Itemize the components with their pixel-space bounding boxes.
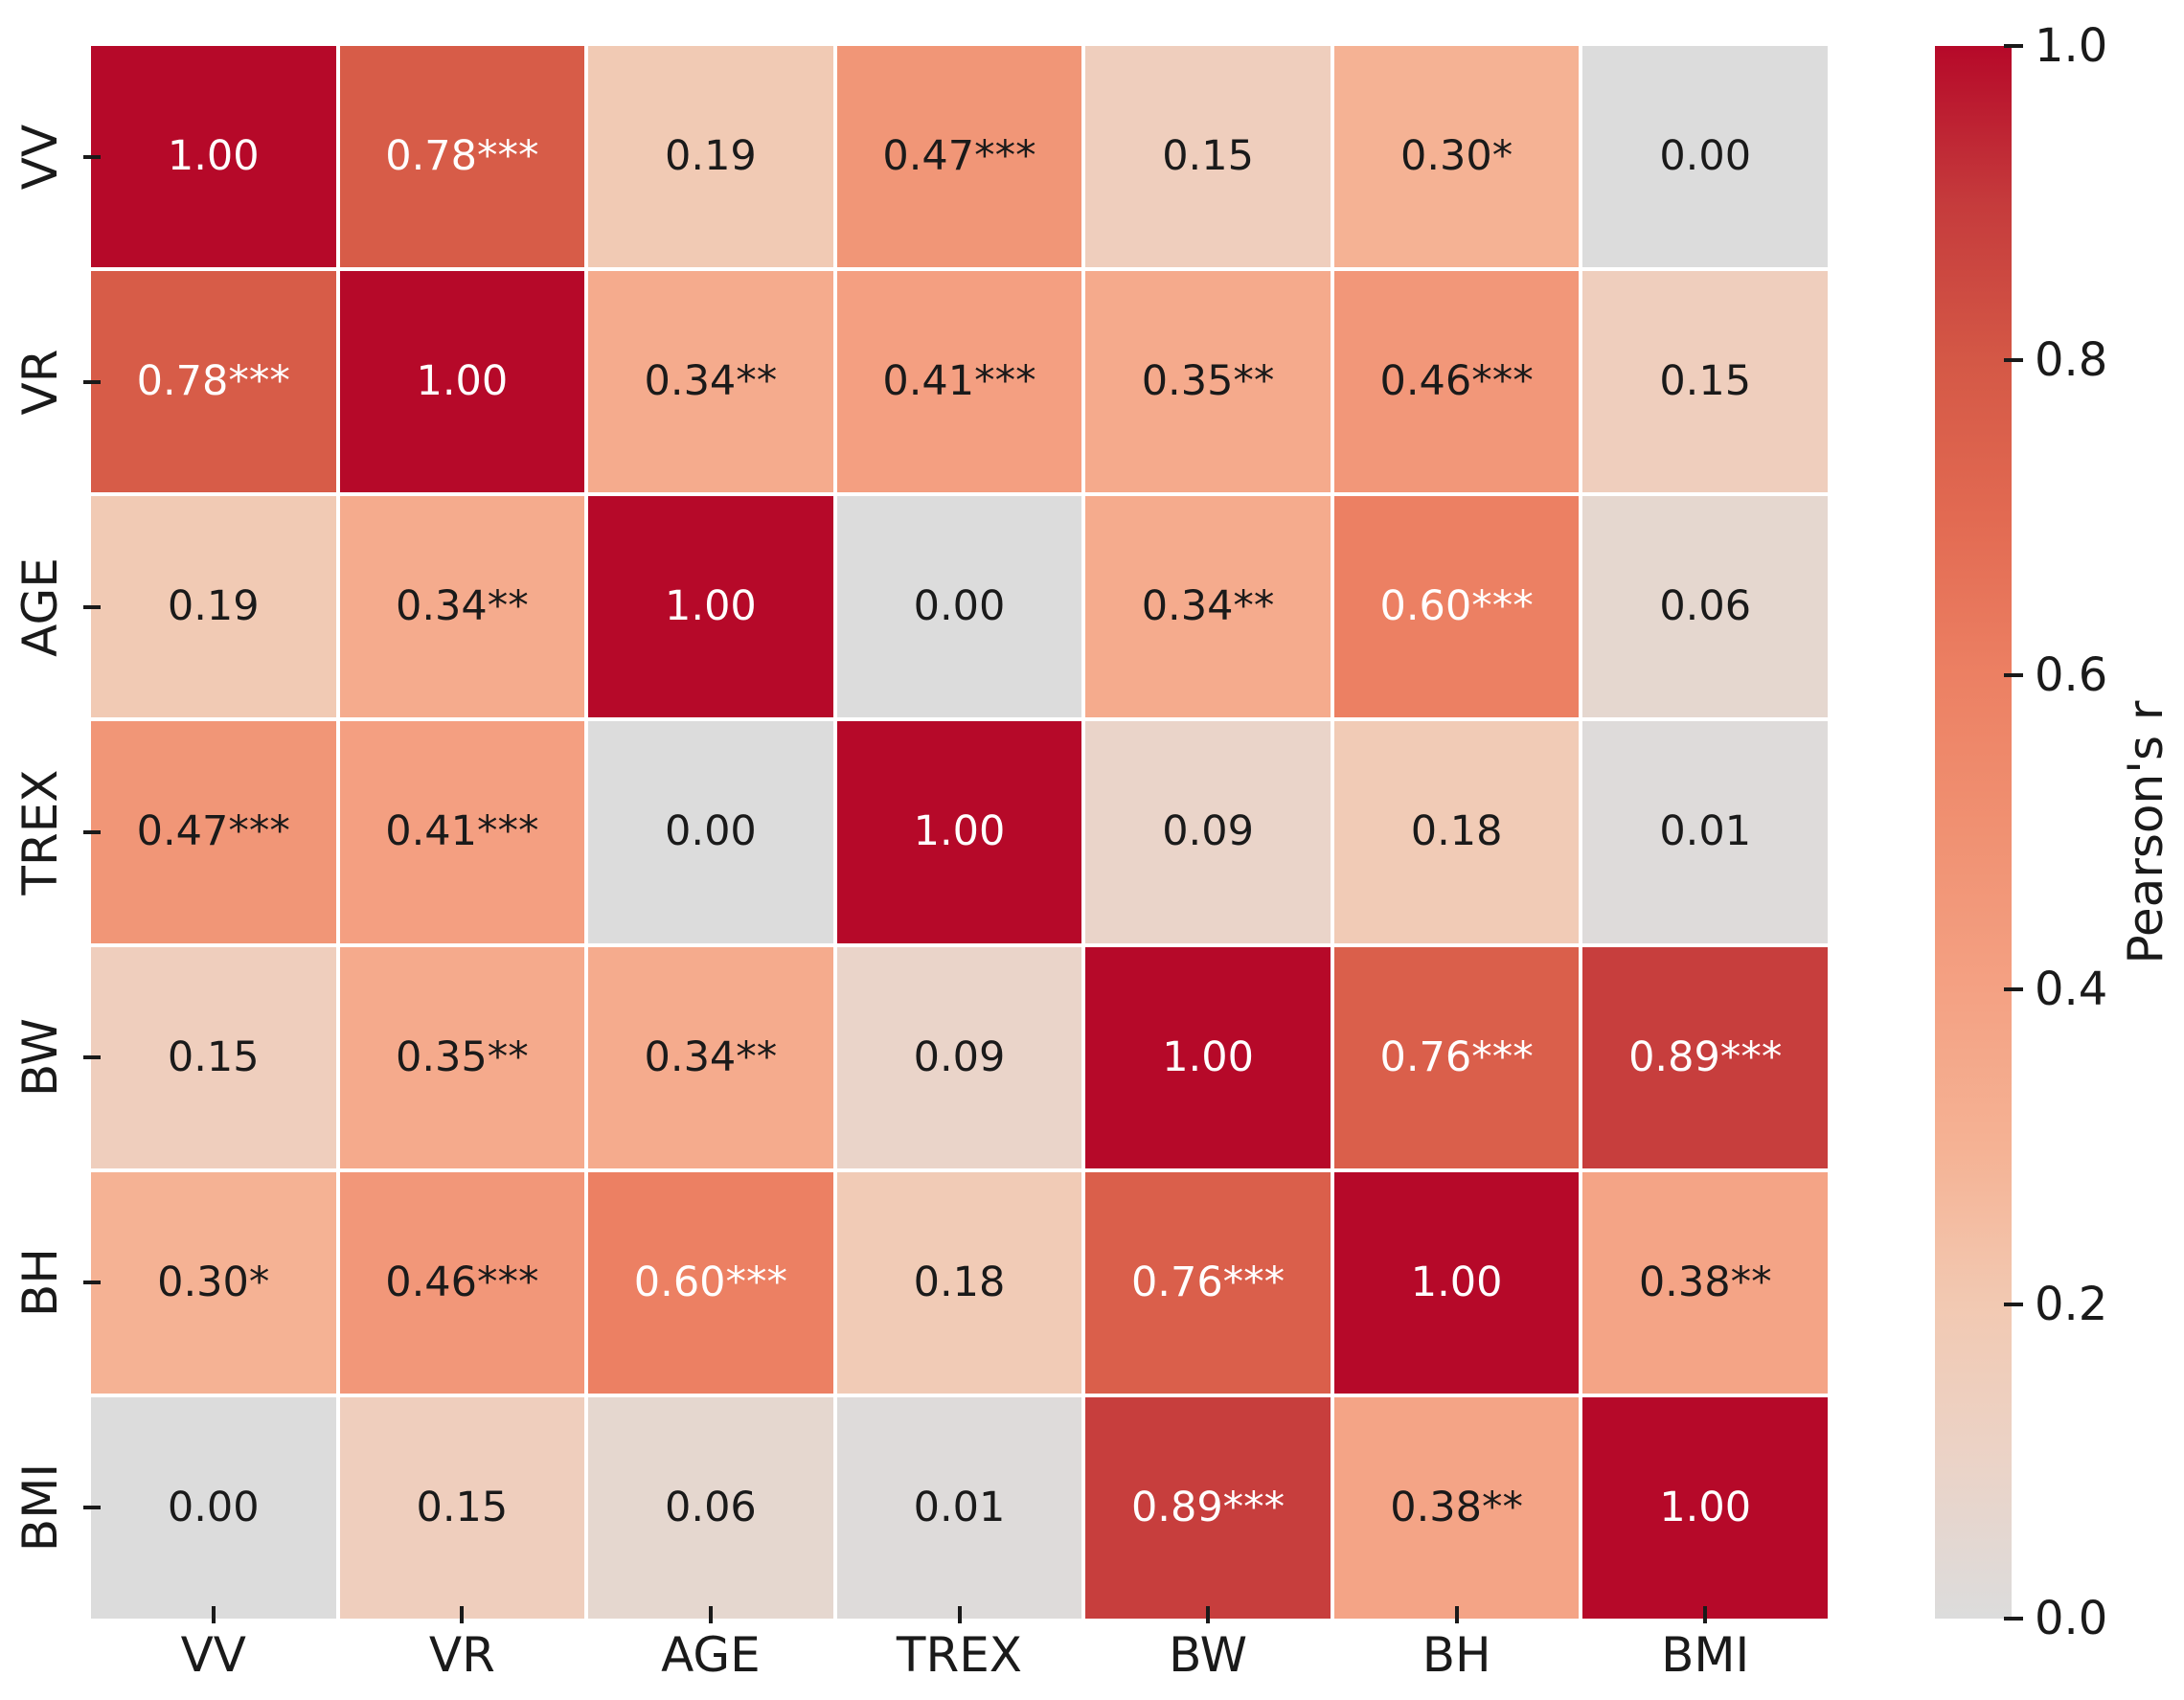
colorbar-tick-label-0.0: 0.0	[2035, 1592, 2108, 1645]
heatmap-cell-TREX-VR: 0.41***	[339, 721, 585, 943]
y-tick-label-AGE: AGE	[12, 557, 68, 657]
heatmap-cell-VR-BH: 0.46***	[1333, 271, 1580, 493]
y-tick-mark	[83, 379, 101, 384]
colorbar-tick-label-0.6: 0.6	[2035, 647, 2108, 702]
y-tick-mark	[83, 830, 101, 834]
y-tick-label-BH: BH	[12, 1248, 68, 1318]
x-tick-mark	[211, 1606, 216, 1623]
heatmap-cell-BW-VR: 0.35**	[339, 946, 585, 1168]
heatmap-cell-BMI-AGE: 0.06	[588, 1396, 833, 1619]
x-tick-label-AGE: AGE	[661, 1627, 761, 1683]
colorbar-tick-mark	[2004, 672, 2023, 677]
heatmap-cell-BW-BMI: 0.89***	[1582, 946, 1828, 1168]
heatmap-cell-AGE-VR: 0.34**	[339, 496, 585, 718]
colorbar-gradient	[1935, 46, 2012, 1619]
heatmap-cell-BW-TREX: 0.09	[836, 946, 1082, 1168]
x-tick-label-BH: BH	[1422, 1627, 1491, 1683]
heatmap-cell-VV-AGE: 0.19	[588, 46, 833, 268]
heatmap-cell-BW-AGE: 0.34**	[588, 946, 833, 1168]
heatmap-cell-VR-TREX: 0.41***	[836, 271, 1082, 493]
y-tick-mark	[83, 1055, 101, 1060]
heatmap-cell-VV-BH: 0.30*	[1333, 46, 1580, 268]
x-tick-mark	[460, 1606, 465, 1623]
heatmap-cell-BW-VV: 0.15	[91, 946, 336, 1168]
heatmap-cell-BMI-BW: 0.89***	[1085, 1396, 1331, 1619]
colorbar-tick-label-0.2: 0.2	[2035, 1277, 2108, 1331]
heatmap-cell-AGE-BMI: 0.06	[1582, 496, 1828, 718]
heatmap-cell-BH-VR: 0.46***	[339, 1171, 585, 1394]
heatmap-cell-BMI-BH: 0.38**	[1333, 1396, 1580, 1619]
heatmap-cell-TREX-BW: 0.09	[1085, 721, 1331, 943]
colorbar-tick-label-1.0: 1.0	[2035, 19, 2108, 73]
y-tick-mark	[83, 1506, 101, 1510]
x-tick-mark	[957, 1606, 962, 1623]
colorbar-tick-mark	[2004, 1617, 2023, 1621]
heatmap-cell-VV-BW: 0.15	[1085, 46, 1331, 268]
x-tick-mark	[1703, 1606, 1708, 1623]
heatmap-cell-BH-TREX: 0.18	[836, 1171, 1082, 1394]
heatmap-cell-VR-BMI: 0.15	[1582, 271, 1828, 493]
heatmap-cell-TREX-TREX: 1.00	[836, 721, 1082, 943]
heatmap-cell-TREX-VV: 0.47***	[91, 721, 336, 943]
y-tick-mark	[83, 154, 101, 159]
colorbar-tick-mark	[2004, 1302, 2023, 1306]
heatmap-cell-VV-BMI: 0.00	[1582, 46, 1828, 268]
heatmap-cell-BMI-VV: 0.00	[91, 1396, 336, 1619]
x-tick-label-BW: BW	[1169, 1627, 1248, 1683]
heatmap-cell-VV-TREX: 0.47***	[836, 46, 1082, 268]
heatmap-cell-VV-VR: 0.78***	[339, 46, 585, 268]
colorbar-tick-label-0.8: 0.8	[2035, 333, 2108, 388]
colorbar-tick-mark	[2004, 44, 2023, 48]
x-tick-label-VV: VV	[180, 1627, 246, 1683]
x-tick-label-BMI: BMI	[1661, 1627, 1750, 1683]
heatmap-cell-AGE-TREX: 0.00	[836, 496, 1082, 718]
heatmap-cell-BH-AGE: 0.60***	[588, 1171, 833, 1394]
heatmap-cell-VR-BW: 0.35**	[1085, 271, 1331, 493]
x-tick-mark	[708, 1606, 713, 1623]
heatmap-cell-BH-VV: 0.30*	[91, 1171, 336, 1394]
heatmap-cell-VV-VV: 1.00	[91, 46, 336, 268]
heatmap-cell-BMI-BMI: 1.00	[1582, 1396, 1828, 1619]
colorbar-tick-mark	[2004, 358, 2023, 363]
heatmap-cell-TREX-BMI: 0.01	[1582, 721, 1828, 943]
x-tick-mark	[1206, 1606, 1211, 1623]
y-tick-label-VR: VR	[12, 349, 68, 416]
y-tick-mark	[83, 604, 101, 609]
heatmap-cell-BH-BMI: 0.38**	[1582, 1171, 1828, 1394]
heatmap-cell-BMI-VR: 0.15	[339, 1396, 585, 1619]
y-tick-mark	[83, 1281, 101, 1285]
x-tick-label-TREX: TREX	[896, 1627, 1023, 1683]
colorbar-label: Pearson's r	[2118, 700, 2173, 964]
heatmap-cell-AGE-VV: 0.19	[91, 496, 336, 718]
heatmap-cell-VR-VV: 0.78***	[91, 271, 336, 493]
heatmap-cell-BH-BH: 1.00	[1333, 1171, 1580, 1394]
heatmap-cell-BH-BW: 0.76***	[1085, 1171, 1331, 1394]
heatmap-cell-TREX-AGE: 0.00	[588, 721, 833, 943]
x-tick-label-VR: VR	[428, 1627, 495, 1683]
heatmap-cell-TREX-BH: 0.18	[1333, 721, 1580, 943]
y-tick-label-BMI: BMI	[12, 1463, 68, 1553]
y-tick-label-TREX: TREX	[12, 769, 68, 895]
colorbar-tick-label-0.4: 0.4	[2035, 963, 2108, 1017]
heatmap-cell-AGE-AGE: 1.00	[588, 496, 833, 718]
heatmap-cell-BW-BW: 1.00	[1085, 946, 1331, 1168]
heatmap-cell-BMI-TREX: 0.01	[836, 1396, 1082, 1619]
heatmap-grid: 1.00 0.78*** 0.19 0.47*** 0.15 0.30* 0.00 0.78*…	[91, 46, 1828, 1619]
heatmap-cell-VR-VR: 1.00	[339, 271, 585, 493]
x-tick-mark	[1454, 1606, 1459, 1623]
heatmap-cell-BW-BH: 0.76***	[1333, 946, 1580, 1168]
heatmap-cell-AGE-BH: 0.60***	[1333, 496, 1580, 718]
y-tick-label-BW: BW	[12, 1018, 68, 1098]
y-tick-label-VV: VV	[12, 124, 68, 190]
heatmap-cell-VR-AGE: 0.34**	[588, 271, 833, 493]
heatmap-cell-AGE-BW: 0.34**	[1085, 496, 1331, 718]
colorbar-tick-mark	[2004, 987, 2023, 992]
